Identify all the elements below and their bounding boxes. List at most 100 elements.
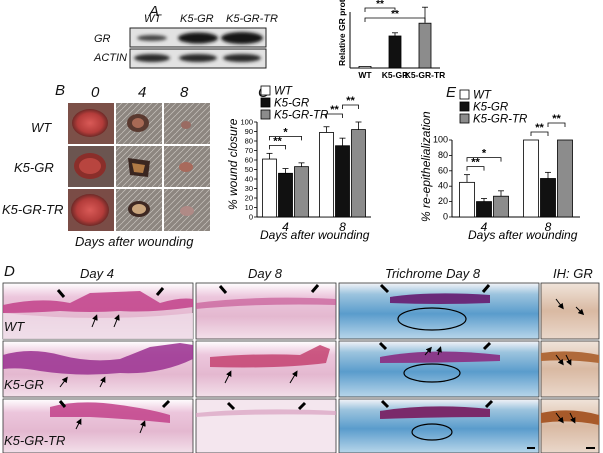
chart-a-ylabel: Relative GR protein levels	[337, 0, 347, 66]
chart-e-ytick-20: 20	[438, 196, 448, 206]
trichrome-wt-day8	[338, 282, 540, 340]
gr-band-wt	[137, 35, 167, 41]
chart-c-sig-bracket-1	[269, 135, 302, 141]
ih-gr-k5-gr	[540, 340, 600, 398]
chart-a-bar-k5-gr	[388, 35, 402, 69]
column-label-ih-gr: IH: GR	[553, 266, 593, 281]
histo-row-label-k5-gr-tr: K5-GR-TR	[4, 433, 66, 448]
ih-gr-k5-gr-tr	[540, 398, 600, 453]
actin-band-wt	[134, 54, 170, 62]
trichrome-k5-gr-day8	[338, 340, 540, 398]
chart-e-legend-label-k5-gr: K5-GR	[473, 102, 508, 114]
chart-e-ytick-40: 40	[438, 181, 448, 191]
chart-a-bar-k5-gr-tr	[418, 22, 432, 69]
chart-c-ytick-80: 80	[245, 137, 253, 146]
chart-e-sig-bracket-3	[547, 122, 566, 127]
chart-c-legend-swatch-k5-gr	[260, 97, 271, 108]
chart-e-legend-label-wt: WT	[473, 90, 492, 102]
chart-c-bar-k5-gr-tr-day-4	[294, 166, 309, 218]
chart-a-bar-wt	[358, 66, 372, 69]
chart-a-sig-bracket-0	[364, 7, 396, 12]
chart-c-category-4: 4	[282, 220, 289, 234]
chart-e-bar-wt-day-4	[459, 181, 475, 218]
column-label-trichrome-day8: Trichrome Day 8	[385, 266, 481, 281]
chart-c-ytick-10: 10	[245, 203, 253, 212]
panel-e-letter: E	[446, 84, 457, 101]
actin-band-k5-gr-tr	[223, 54, 261, 62]
chart-e-sig-bracket-1	[466, 157, 502, 162]
chart-c-ylabel: % wound closure	[226, 118, 240, 210]
chart-e-legend-swatch-k5-gr	[459, 101, 470, 112]
western-blot	[129, 27, 267, 69]
chart-e-legend-label-k5-gr-tr: K5-GR-TR	[473, 114, 527, 126]
day-label-0: 0	[91, 84, 100, 101]
chart-a-tick-k5-gr-tr: K5-GR-TR	[405, 70, 446, 80]
chart-c-bar-wt-day-4	[262, 158, 277, 218]
chart-e-ytick-60: 60	[438, 165, 448, 175]
chart-e-bar-k5-gr-day-4	[476, 201, 492, 218]
chart-c-sig-bracket-2	[326, 113, 343, 118]
wound-row-label-k5-gr: K5-GR	[14, 160, 54, 175]
chart-a-sig-label-1: **	[391, 9, 399, 20]
chart-c-bar-k5-gr-day-8	[335, 145, 350, 218]
blot-row-label-actin: ACTIN	[94, 52, 127, 64]
chart-c-sig-label-0: **	[273, 135, 282, 147]
chart-c-sig-bracket-0	[269, 144, 286, 150]
wound-row-label-wt: WT	[31, 120, 52, 135]
chart-c-sig-label-3: **	[346, 95, 355, 107]
chart-e-bar-wt-day-8	[523, 139, 539, 218]
gr-band-k5-gr-tr	[221, 32, 263, 44]
chart-a-tick-wt: WT	[358, 70, 372, 80]
scale-bar-ih	[586, 447, 595, 449]
ih-gr-wt	[540, 282, 600, 340]
lane-label-k5-gr-tr: K5-GR-TR	[226, 13, 278, 25]
chart-c-bar-wt-day-8	[319, 132, 334, 218]
wound-photo-grid	[68, 103, 210, 231]
chart-c-ytick-90: 90	[245, 127, 253, 136]
chart-c-legend-label-wt: WT	[274, 86, 293, 98]
chart-e-sig-bracket-2	[530, 131, 549, 136]
chart-c-bar-k5-gr-day-4	[278, 172, 293, 218]
panel-d-letter: D	[4, 263, 15, 280]
lane-label-k5-gr: K5-GR	[180, 13, 214, 25]
histology-grid	[2, 282, 600, 453]
chart-c-sig-bracket-3	[342, 104, 359, 109]
chart-c-sig-label-2: **	[330, 104, 339, 116]
chart-e-sig-label-2: **	[535, 122, 544, 134]
histo-wt-day8	[195, 282, 337, 340]
wound-row-label-k5-gr-tr: K5-GR-TR	[2, 202, 64, 217]
chart-e-legend-swatch-wt	[459, 89, 470, 100]
chart-c-wound-closure: % wound closure Days after wounding 0102…	[226, 86, 371, 242]
wound-edge-markers	[56, 283, 494, 411]
chart-e-ytick-100: 100	[433, 135, 448, 145]
blot-row-label-gr: GR	[94, 33, 111, 45]
chart-e-xlabel: Days after wounding	[468, 228, 578, 242]
chart-c-legend-swatch-k5-gr-tr	[260, 109, 271, 120]
chart-c-ytick-20: 20	[245, 194, 253, 203]
chart-c-legend-label-k5-gr-tr: K5-GR-TR	[274, 110, 328, 122]
chart-e-ylabel: % re-epithelialization	[419, 111, 433, 222]
chart-a-tick-k5-gr: K5-GR	[382, 70, 408, 80]
day-label-4: 4	[138, 84, 147, 101]
column-label-day8: Day 8	[248, 266, 282, 281]
chart-e-sig-label-0: **	[471, 157, 480, 169]
chart-a-sig-label-0: **	[376, 0, 384, 10]
chart-e-legend-swatch-k5-gr-tr	[459, 113, 470, 124]
lane-label-wt: WT	[144, 13, 162, 25]
day-label-8: 8	[180, 84, 189, 101]
chart-e-sig-label-3: **	[552, 113, 561, 125]
detail-arrows	[59, 298, 585, 434]
chart-a-sig-bracket-1	[364, 17, 426, 22]
chart-e-bar-k5-gr-day-8	[540, 178, 556, 218]
chart-c-ytick-70: 70	[245, 146, 253, 155]
panel-b-letter: B	[55, 82, 66, 99]
chart-e-category-8: 8	[545, 220, 552, 234]
chart-c-ytick-40: 40	[245, 175, 253, 184]
chart-c-sig-label-1: *	[283, 126, 288, 138]
chart-c-ytick-0: 0	[249, 213, 253, 222]
chart-e-re-epithelialization: % re-epithelialization Days after woundi…	[419, 89, 580, 242]
chart-c-ytick-100: 100	[240, 118, 253, 127]
gr-band-k5-gr	[178, 32, 218, 44]
chart-c-category-8: 8	[339, 220, 346, 234]
chart-e-bar-k5-gr-tr-day-4	[493, 195, 509, 218]
